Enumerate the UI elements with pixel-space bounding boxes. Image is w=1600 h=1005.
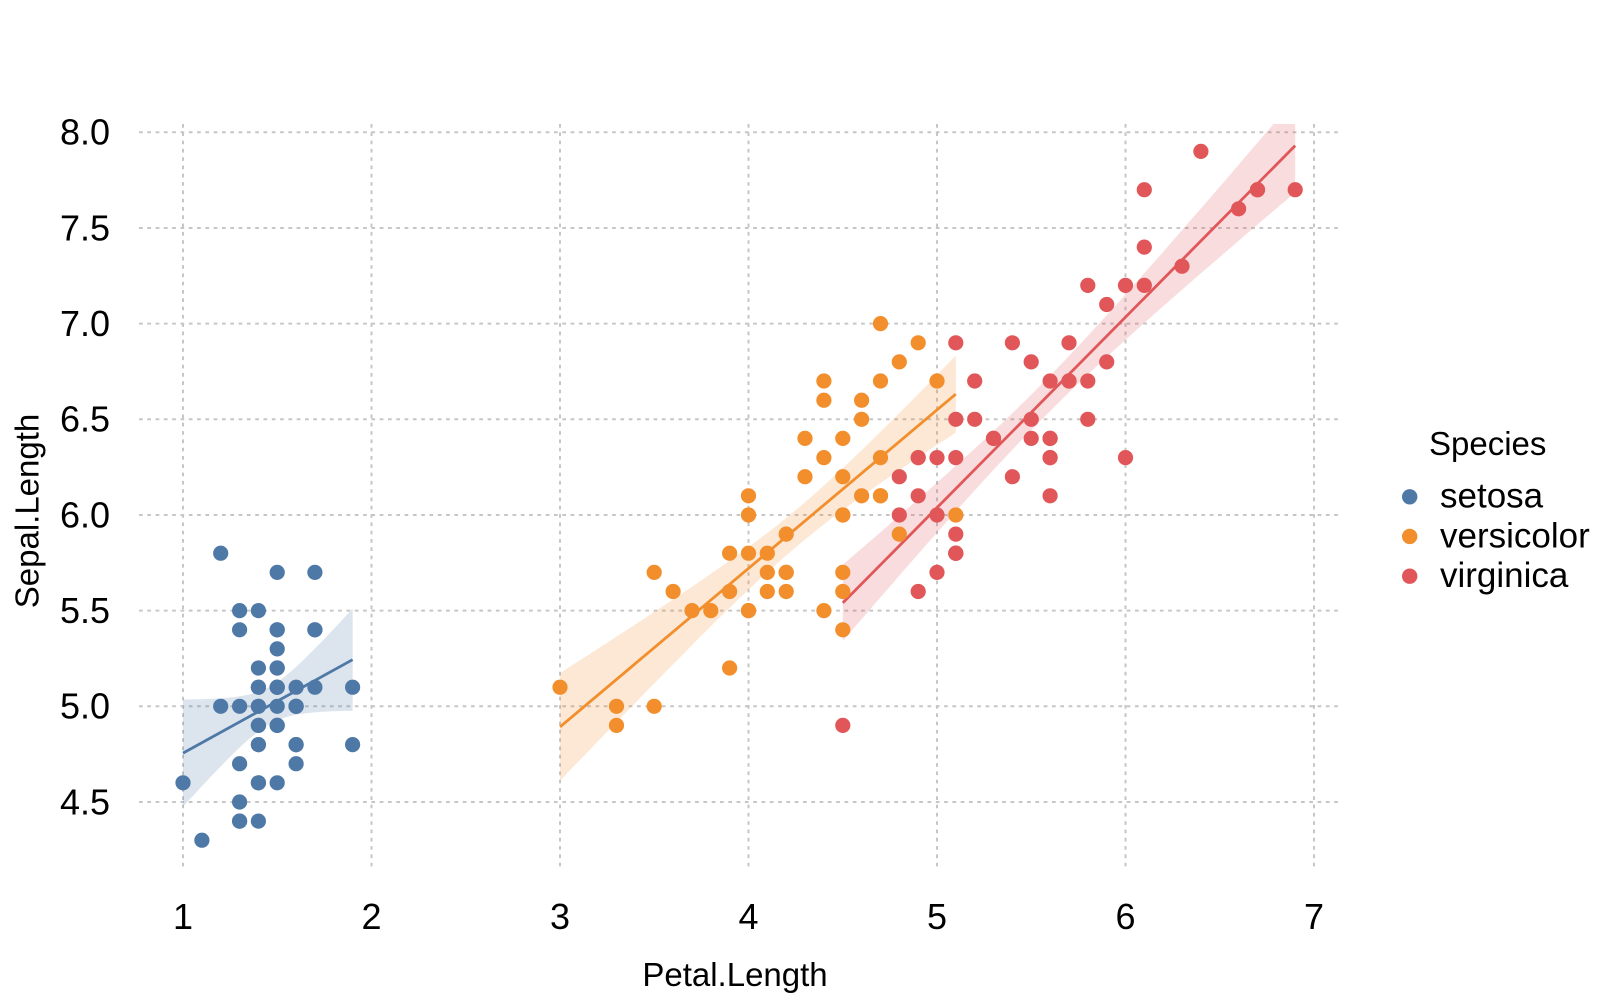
svg-text:5: 5 xyxy=(927,896,947,937)
svg-text:setosa: setosa xyxy=(1440,477,1544,516)
svg-text:4: 4 xyxy=(738,896,758,937)
svg-text:virginica: virginica xyxy=(1440,556,1569,595)
svg-text:2: 2 xyxy=(361,896,381,937)
svg-text:3: 3 xyxy=(550,896,570,937)
svg-text:4.5: 4.5 xyxy=(60,781,110,822)
svg-text:6: 6 xyxy=(1115,896,1135,937)
svg-text:5.5: 5.5 xyxy=(60,590,110,631)
svg-text:Sepal.Length: Sepal.Length xyxy=(9,414,46,609)
svg-text:1: 1 xyxy=(173,896,193,937)
svg-text:7.5: 7.5 xyxy=(60,207,110,248)
svg-text:8.0: 8.0 xyxy=(60,112,110,153)
svg-text:5.0: 5.0 xyxy=(60,686,110,727)
svg-text:Species: Species xyxy=(1429,425,1546,462)
svg-text:versicolor: versicolor xyxy=(1440,516,1590,555)
svg-text:7.0: 7.0 xyxy=(60,303,110,344)
svg-text:7: 7 xyxy=(1304,896,1324,937)
svg-text:Petal.Length: Petal.Length xyxy=(642,956,827,993)
svg-text:6.5: 6.5 xyxy=(60,399,110,440)
svg-text:6.0: 6.0 xyxy=(60,494,110,535)
